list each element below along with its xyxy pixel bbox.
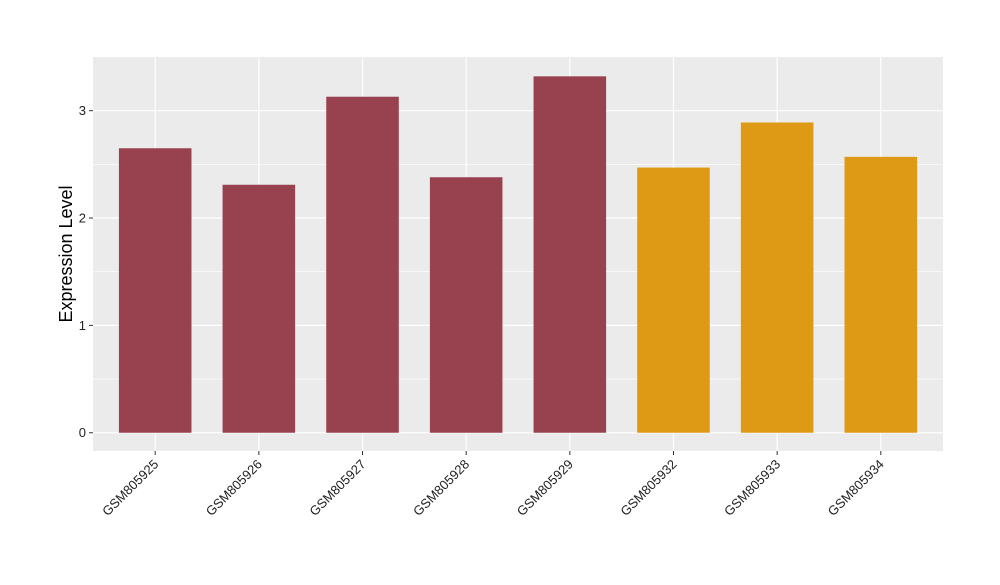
bar	[429, 177, 503, 433]
y-tick-label: 1	[79, 318, 86, 333]
x-tick-label: GSM805925	[99, 457, 161, 519]
bar	[118, 148, 192, 433]
y-tick-label: 0	[79, 425, 86, 440]
x-tick-label: GSM805933	[721, 457, 783, 519]
x-tick-label: GSM805932	[617, 457, 679, 519]
x-tick-label: GSM805929	[514, 457, 576, 519]
bar	[326, 96, 399, 433]
y-tick-label: 3	[79, 103, 86, 118]
bar	[844, 156, 918, 433]
bar	[533, 76, 607, 433]
x-axis: GSM805925 GSM805926 GSM805927 GSM805928 GSM8…	[99, 451, 887, 519]
x-tick-label: GSM805927	[306, 457, 368, 519]
y-tick-label: 2	[79, 211, 86, 226]
bar	[740, 122, 814, 433]
bars	[118, 76, 918, 433]
y-axis: 0 1 2 3	[79, 103, 93, 440]
x-tick-label: GSM805928	[410, 457, 472, 519]
x-tick-label: GSM805934	[825, 457, 887, 519]
bar	[222, 184, 296, 433]
bar	[637, 167, 710, 433]
x-tick-label: GSM805926	[203, 457, 265, 519]
plot-panel	[93, 57, 943, 451]
y-axis-title: Expression Level	[56, 185, 76, 322]
